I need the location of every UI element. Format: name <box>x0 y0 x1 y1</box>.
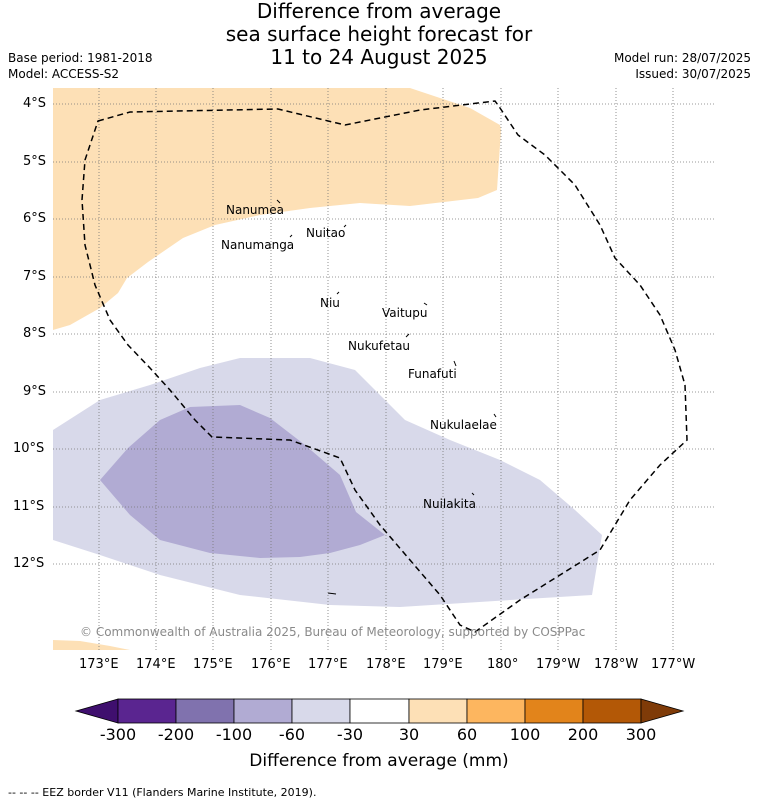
colorbar-title: Difference from average (mm) <box>249 751 509 771</box>
colorbar-tick-2: -200 <box>157 725 195 744</box>
colorbar-bin-7 <box>466 698 526 724</box>
colorbar-bin-9 <box>582 698 642 724</box>
island-label-nanumea: Nanumea <box>226 203 284 217</box>
colorbar-tick-8: 100 <box>509 725 541 744</box>
colorbar-tick-3: -100 <box>215 725 253 744</box>
colorbar-bin-4 <box>291 698 351 724</box>
map-title-line-2: sea surface height forecast for <box>225 22 533 46</box>
negative-anomaly-region-dark <box>100 405 385 558</box>
island-label-vaitupu: Vaitupu <box>382 306 428 320</box>
colorbar-tick-1: -300 <box>99 725 137 744</box>
lat-label-10s: 10°S <box>13 441 45 456</box>
lon-label-177w: 177°W <box>651 657 696 672</box>
map-title-line-1: Difference from average <box>256 0 502 23</box>
colorbar-bin-3 <box>233 698 293 724</box>
lat-label-8s: 8°S <box>23 326 47 341</box>
colorbar-bin-1 <box>117 698 177 724</box>
model-label: Model: ACCESS-S2 <box>8 67 120 81</box>
base-period-label: Base period: 1981-2018 <box>8 51 153 65</box>
colorbar-bin-5 <box>349 698 410 724</box>
colorbar-tick-9: 200 <box>567 725 599 744</box>
map-area <box>53 88 602 650</box>
lon-label-177e: 177°E <box>308 657 348 672</box>
colorbar-bin-2 <box>175 698 235 724</box>
lon-label-179e: 179°E <box>423 657 463 672</box>
island-label-nanumanga: Nanumanga <box>221 238 295 252</box>
lon-label-178w: 178°W <box>594 657 639 672</box>
eez-border <box>81 100 688 633</box>
island-label-nukulaelae: Nukulaelae <box>430 418 497 432</box>
colorbar <box>74 698 685 724</box>
island-label-nuitao: Nuitao <box>306 226 346 240</box>
graticule <box>53 88 714 650</box>
island-label-funafuti: Funafuti <box>408 367 457 381</box>
island-markers <box>276 199 497 496</box>
island-label-nukufetau: Nukufetau <box>348 339 411 353</box>
colorbar-extend-high <box>640 698 685 724</box>
copyright-notice: © Commonwealth of Australia 2025, Bureau… <box>80 625 586 639</box>
lat-label-7s: 7°S <box>23 269 47 284</box>
positive-anomaly-region <box>53 88 501 330</box>
colorbar-tick-10: 300 <box>625 725 657 744</box>
lat-label-4s: 4°S <box>23 96 47 111</box>
positive-anomaly-region-south <box>53 640 130 650</box>
colorbar-tick-7: 60 <box>456 725 478 744</box>
lat-label-5s: 5°S <box>23 154 47 169</box>
lat-label-6s: 6°S <box>23 211 47 226</box>
lon-label-173e: 173°E <box>79 657 119 672</box>
colorbar-bin-8 <box>524 698 584 724</box>
colorbar-tick-5: -30 <box>336 725 364 744</box>
issued-label: Issued: 30/07/2025 <box>635 67 751 81</box>
lon-label-176e: 176°E <box>251 657 291 672</box>
lon-label-174e: 174°E <box>136 657 176 672</box>
island-label-nuilakita: Nuilakita <box>423 497 476 511</box>
lat-label-9s: 9°S <box>23 384 47 399</box>
colorbar-bin-6 <box>408 698 468 724</box>
lon-label-179w: 179°W <box>536 657 581 672</box>
island-speck <box>327 592 337 595</box>
map-title-line-3: 11 to 24 August 2025 <box>270 45 488 69</box>
lat-label-11s: 11°S <box>13 499 45 514</box>
colorbar-tick-4: -60 <box>278 725 306 744</box>
colorbar-extend-low <box>74 698 119 724</box>
eez-legend-note: -- -- -- EEZ border V11 (Flanders Marine… <box>8 786 317 799</box>
island-label-niu: Niu <box>320 296 340 310</box>
lon-label-178e: 178°E <box>366 657 406 672</box>
lon-label-180: 180° <box>487 657 519 672</box>
model-run-label: Model run: 28/07/2025 <box>613 51 751 65</box>
lat-label-12s: 12°S <box>13 556 45 571</box>
lon-label-175e: 175°E <box>193 657 233 672</box>
colorbar-tick-6: 30 <box>398 725 420 744</box>
